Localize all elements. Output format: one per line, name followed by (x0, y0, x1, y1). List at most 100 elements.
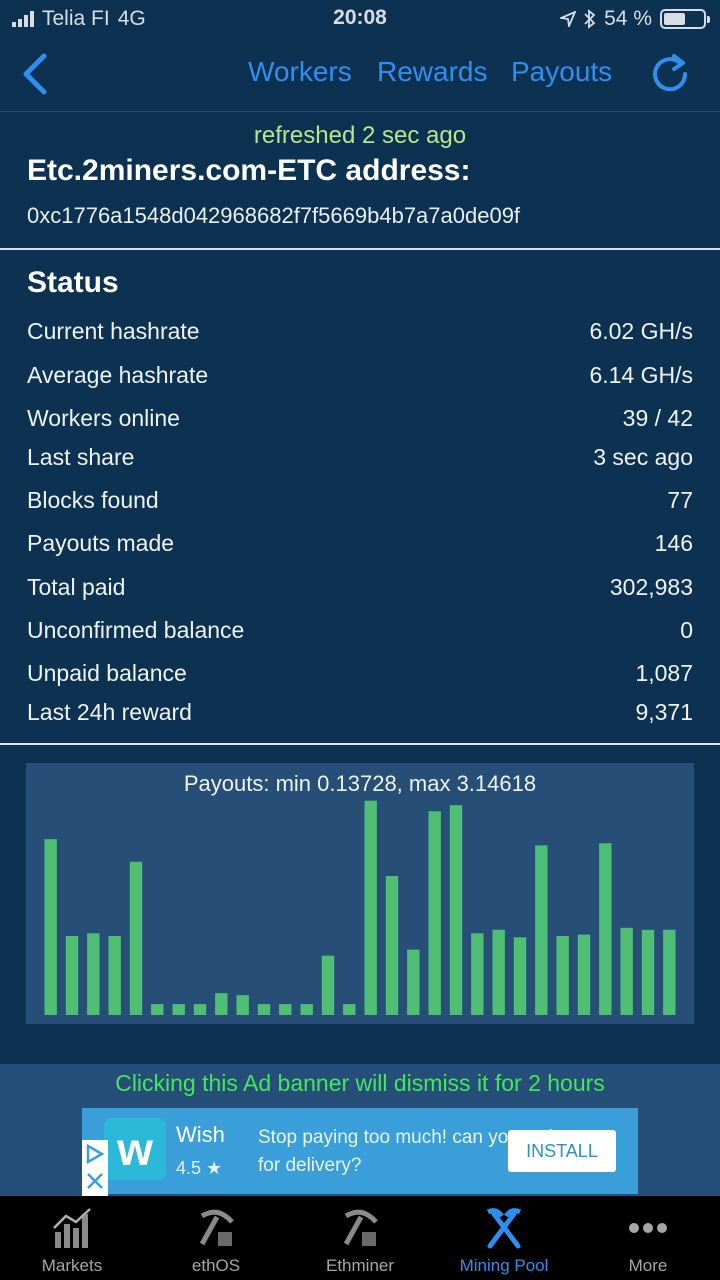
chart-icon (53, 1208, 91, 1248)
tab-more[interactable]: More (576, 1196, 720, 1280)
payout-bar (343, 1004, 356, 1015)
status-label: Total paid (27, 574, 126, 600)
payout-bar (513, 937, 527, 1015)
payout-bar (279, 1004, 292, 1015)
ad-choices-icon[interactable] (82, 1140, 108, 1196)
tab-markets[interactable]: Markets (0, 1196, 144, 1280)
payout-bar (620, 927, 633, 1015)
divider (0, 248, 720, 250)
payout-bar (449, 805, 463, 1015)
payout-bar (321, 955, 335, 1015)
ad-text: Stop paying too much! can you wait for d… (258, 1127, 558, 1176)
status-bar: Telia FI 4G 20:08 54 % (0, 0, 720, 36)
ad-rating: 4.5 ★ (176, 1158, 223, 1178)
status-title: Status (27, 266, 119, 299)
payout-bar (236, 995, 249, 1015)
clock: 20:08 (333, 6, 387, 29)
payout-bar (151, 1004, 164, 1015)
chart-title: Payouts: min 0.13728, max 3.14618 (183, 771, 537, 796)
payout-bar (65, 936, 79, 1015)
nav-bar: Workers Rewards Payouts (0, 36, 720, 112)
payout-bar (193, 1004, 207, 1015)
payouts-chart-svg (44, 800, 676, 1015)
tab-label: Ethminer (325, 1256, 395, 1275)
wallet-address: 0xc1776a1548d042968682f7f5669b4b7a7a0de0… (27, 203, 521, 228)
status-label: Current hashrate (27, 318, 200, 344)
status-label: Unconfirmed balance (27, 617, 245, 643)
status-row: Average hashrate 6.14 GH/s (27, 362, 693, 389)
payout-bar (257, 1004, 271, 1015)
tab-ethos[interactable]: ethOS (144, 1196, 288, 1280)
location-icon (560, 11, 577, 27)
nav-link-rewards[interactable]: Rewards (377, 56, 488, 87)
carrier-label: Telia FI (42, 7, 110, 30)
status-value: 77 (667, 487, 693, 513)
refresh-icon[interactable] (650, 54, 690, 94)
payout-bar (556, 936, 569, 1015)
status-row: Payouts made 146 (27, 530, 693, 557)
payout-bar (428, 811, 441, 1015)
status-value: 6.02 GH/s (589, 318, 693, 344)
more-dots-icon (629, 1223, 667, 1233)
payout-bar (108, 936, 121, 1015)
tab-bar: Markets ethOS Ethminer Mining Pool More (0, 1196, 720, 1280)
status-row: Unconfirmed balance 0 (27, 617, 693, 644)
status-value: 0 (680, 617, 693, 643)
status-value: 39 / 42 (622, 405, 693, 431)
status-label: Blocks found (27, 487, 159, 513)
back-chevron-icon[interactable] (18, 52, 54, 96)
battery-percent: 54 % (604, 7, 652, 30)
payout-bar (663, 929, 676, 1015)
status-value: 1,087 (635, 660, 693, 686)
tab-label: ethOS (191, 1256, 241, 1275)
pickaxe-icon (343, 1209, 378, 1246)
tab-label: Markets (41, 1256, 103, 1275)
nav-link-payouts[interactable]: Payouts (511, 56, 613, 87)
payout-bar (215, 993, 228, 1015)
payout-bar (492, 929, 505, 1015)
payout-bar (172, 1004, 185, 1015)
status-value: 302,983 (609, 574, 693, 600)
tab-label: Mining Pool (459, 1256, 549, 1275)
payout-bar (385, 876, 399, 1015)
ad-banner[interactable]: Clicking this Ad banner will dismiss it … (0, 1064, 720, 1196)
status-value: 3 sec ago (593, 444, 693, 470)
status-row: Current hashrate 6.02 GH/s (27, 318, 693, 345)
status-row: Total paid 302,983 (27, 574, 693, 601)
payout-bar (577, 934, 591, 1015)
status-row: Blocks found 77 (27, 487, 693, 514)
status-value: 6.14 GH/s (589, 362, 693, 388)
status-row: Last share 3 sec ago (27, 444, 693, 471)
status-value: 9,371 (635, 699, 693, 725)
status-row: Workers online 39 / 42 (27, 405, 693, 432)
ad-install-button[interactable]: INSTALL (508, 1130, 616, 1172)
payout-bar (364, 800, 377, 1015)
nav-link-workers[interactable]: Workers (248, 56, 352, 87)
tab-ethminer[interactable]: Ethminer (288, 1196, 432, 1280)
ad-dismiss-note: Clicking this Ad banner will dismiss it … (115, 1070, 605, 1096)
status-row: Unpaid balance 1,087 (27, 660, 693, 687)
refresh-status: refreshed 2 sec ago (253, 122, 467, 149)
payouts-chart: Payouts: min 0.13728, max 3.14618 (26, 763, 694, 1024)
payout-bar (129, 861, 143, 1015)
signal-icon (12, 11, 34, 27)
payout-bar (599, 843, 612, 1015)
ad-card[interactable]: w Wish 4.5 ★ Stop paying too much! can y… (82, 1108, 638, 1194)
tab-label: More (628, 1256, 668, 1275)
tab-mining-pool[interactable]: Mining Pool (432, 1196, 576, 1280)
status-label: Payouts made (27, 530, 175, 556)
status-row: Last 24h reward 9,371 (27, 699, 693, 726)
bluetooth-icon (584, 9, 596, 29)
pickaxe-icon (199, 1209, 234, 1246)
network-label: 4G (117, 7, 146, 30)
battery-icon (660, 9, 710, 29)
status-label: Last share (27, 444, 135, 470)
payout-bar (471, 933, 484, 1015)
payout-bar (535, 845, 548, 1015)
payout-bar (300, 1004, 313, 1015)
wish-logo: w (104, 1118, 166, 1180)
status-label: Average hashrate (27, 362, 209, 388)
payout-bar (407, 949, 420, 1015)
payout-bar (87, 933, 100, 1015)
status-label: Last 24h reward (27, 699, 192, 725)
